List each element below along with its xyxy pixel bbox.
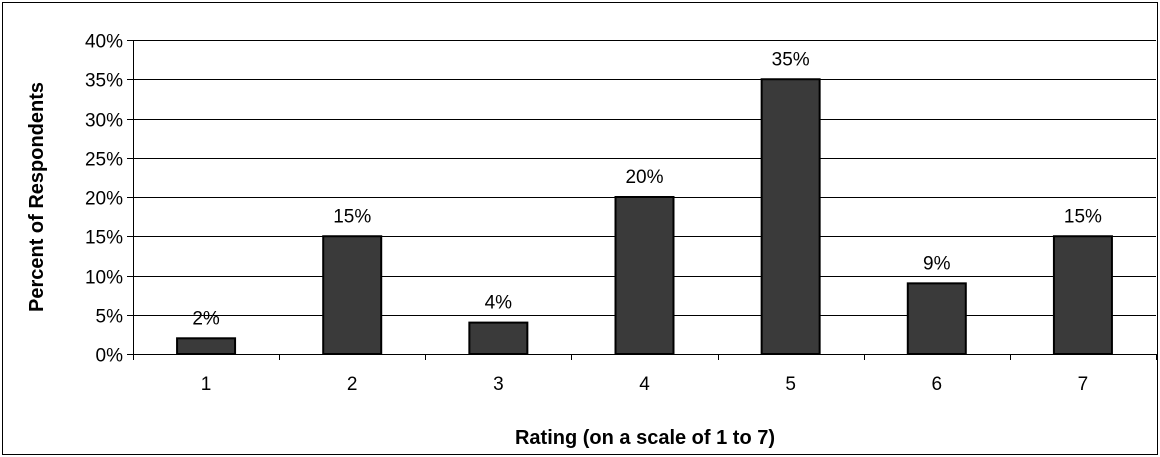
data-label: 2% — [192, 308, 220, 329]
y-tick-label: 15% — [85, 228, 123, 249]
bar-7 — [1052, 235, 1113, 355]
y-tick-label: 25% — [85, 150, 123, 171]
x-tick-label: 3 — [493, 374, 504, 395]
bar-1 — [176, 337, 237, 355]
x-tick-label: 6 — [931, 374, 942, 395]
x-tick-label: 5 — [785, 374, 796, 395]
x-tick-label: 1 — [201, 374, 212, 395]
y-tick-label: 20% — [85, 189, 123, 210]
data-label: 15% — [1064, 206, 1102, 227]
bar-4 — [614, 196, 675, 355]
gridlines — [133, 40, 1156, 316]
bar-2 — [322, 235, 383, 355]
x-tick-label: 2 — [347, 374, 358, 395]
y-tick-label: 35% — [85, 71, 123, 92]
y-tick-labels: 0% 5% 10% 15% 20% 25% 30% 35% 40% — [85, 32, 123, 367]
data-labels: 2% 15% 4% 20% 35% 9% 15% — [192, 49, 1102, 329]
bar-6 — [906, 282, 967, 356]
x-tick-label: 4 — [639, 374, 650, 395]
data-label: 4% — [485, 293, 513, 314]
x-tick-labels: 1 2 3 4 5 6 7 — [201, 374, 1088, 395]
data-label: 15% — [333, 206, 371, 227]
y-tick-label: 30% — [85, 111, 123, 132]
y-tick-label: 0% — [96, 346, 124, 367]
bars — [176, 78, 1113, 356]
x-axis-title: Rating (on a scale of 1 to 7) — [515, 427, 775, 449]
y-tick-label: 40% — [85, 32, 123, 53]
y-axis-title: Percent of Respondents — [26, 82, 48, 312]
y-tick-label: 10% — [85, 268, 123, 289]
x-tick-label: 7 — [1078, 374, 1089, 395]
bar-3 — [468, 321, 529, 356]
data-label: 20% — [625, 167, 663, 188]
data-label: 9% — [923, 253, 951, 274]
data-label: 35% — [772, 49, 810, 70]
bar-5 — [760, 78, 821, 355]
y-tick-label: 5% — [96, 307, 124, 328]
